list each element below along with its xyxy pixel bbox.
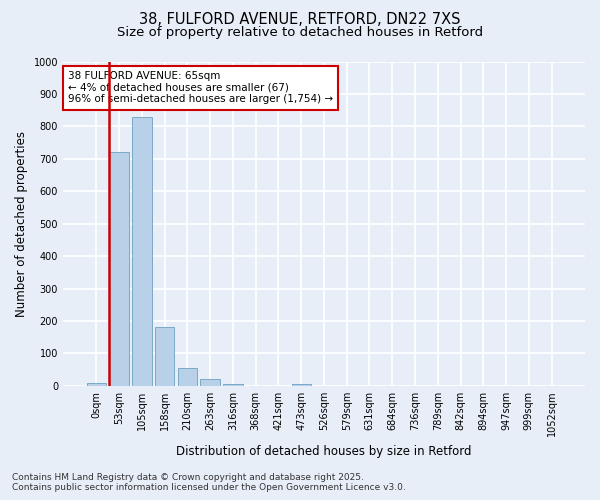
Text: Size of property relative to detached houses in Retford: Size of property relative to detached ho… — [117, 26, 483, 39]
Bar — [132, 116, 152, 386]
Bar — [178, 368, 197, 386]
Bar — [109, 152, 129, 386]
Text: Contains HM Land Registry data © Crown copyright and database right 2025.
Contai: Contains HM Land Registry data © Crown c… — [12, 473, 406, 492]
Bar — [86, 382, 106, 386]
Text: 38 FULFORD AVENUE: 65sqm
← 4% of detached houses are smaller (67)
96% of semi-de: 38 FULFORD AVENUE: 65sqm ← 4% of detache… — [68, 71, 333, 104]
Bar — [292, 384, 311, 386]
Bar — [223, 384, 242, 386]
Bar — [155, 328, 174, 386]
Bar — [200, 380, 220, 386]
Y-axis label: Number of detached properties: Number of detached properties — [15, 130, 28, 316]
X-axis label: Distribution of detached houses by size in Retford: Distribution of detached houses by size … — [176, 444, 472, 458]
Text: 38, FULFORD AVENUE, RETFORD, DN22 7XS: 38, FULFORD AVENUE, RETFORD, DN22 7XS — [139, 12, 461, 28]
